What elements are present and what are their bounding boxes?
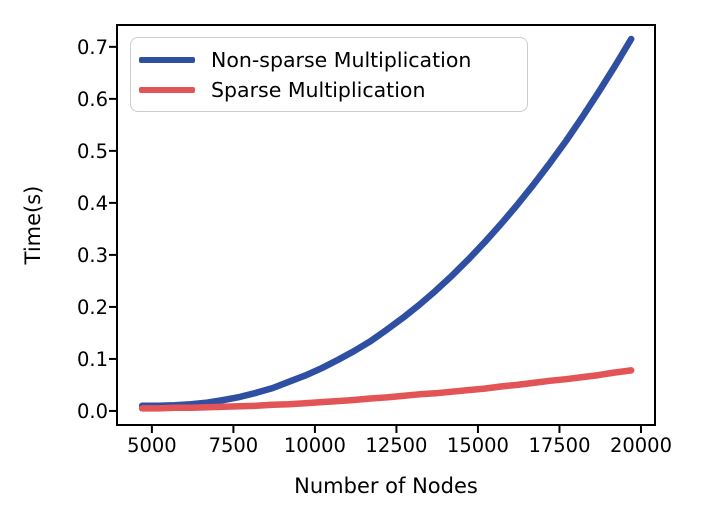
y-tick-label: 0.0	[77, 400, 108, 423]
y-tick-label: 0.6	[77, 88, 108, 111]
x-tick-label: 10000	[284, 434, 346, 457]
x-tick-label: 17500	[528, 434, 590, 457]
axes-spines	[116, 24, 656, 426]
y-tick-label: 0.4	[77, 192, 108, 215]
x-tick-label: 5000	[127, 434, 177, 457]
tick-marks	[109, 45, 642, 433]
legend-item-sparse: Sparse Multiplication	[139, 76, 517, 103]
legend: Non-sparse Multiplication Sparse Multipl…	[130, 37, 528, 112]
legend-label-nonsparse: Non-sparse Multiplication	[211, 47, 472, 72]
series-line-1	[138, 367, 635, 412]
series-line-0	[138, 35, 635, 410]
sparse-line-swatch	[139, 86, 195, 93]
y-tick-label: 0.3	[77, 244, 108, 267]
legend-label-sparse: Sparse Multiplication	[211, 77, 426, 102]
y-axis-label: Time(s)	[21, 185, 45, 265]
y-tick-label: 0.2	[77, 296, 108, 319]
x-tick-label: 20000	[610, 434, 672, 457]
x-tick-label: 7500	[209, 434, 259, 457]
legend-item-nonsparse: Non-sparse Multiplication	[139, 46, 517, 73]
y-tick-label: 0.5	[77, 140, 108, 163]
x-tick-label: 12500	[365, 434, 427, 457]
nonsparse-line-swatch	[139, 56, 195, 63]
y-tick-label: 0.1	[77, 348, 108, 371]
x-tick-label: 15000	[447, 434, 509, 457]
y-tick-label: 0.7	[77, 36, 108, 59]
series-lines	[138, 35, 635, 412]
tick-labels: 5000 7500 10000 12500 15000 17500 20000 0.0 0.1 0…	[77, 36, 672, 457]
x-axis-label: Number of Nodes	[294, 474, 478, 498]
